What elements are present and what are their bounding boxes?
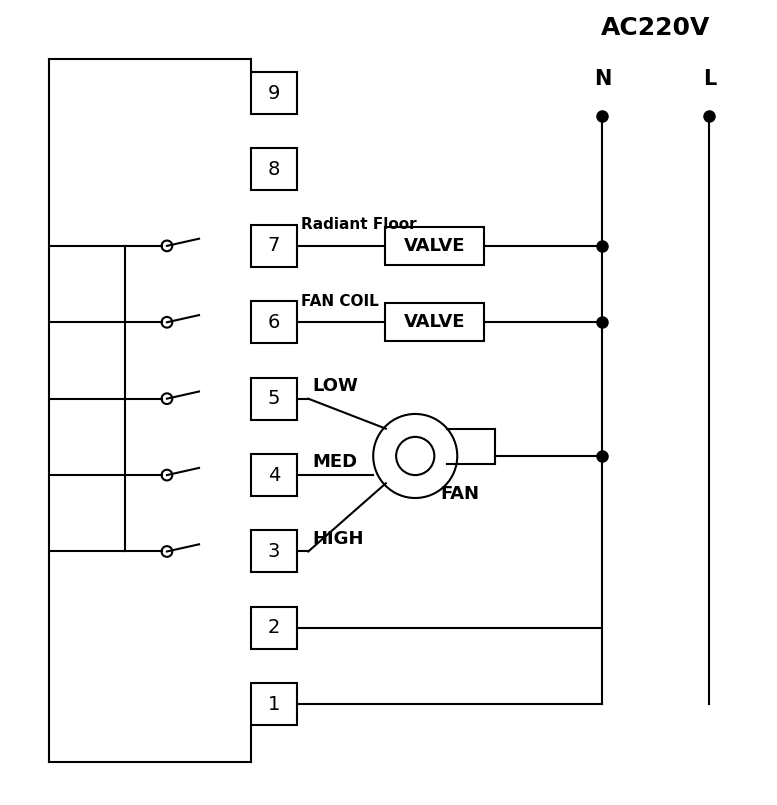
Bar [251, 148, 297, 191]
Text: 7: 7 [268, 237, 280, 255]
Bar [251, 454, 297, 496]
Text: VALVE: VALVE [403, 313, 465, 332]
Text: N: N [594, 69, 611, 89]
Text: LOW: LOW [312, 377, 358, 395]
Text: HIGH: HIGH [312, 530, 364, 547]
Text: FAN: FAN [441, 485, 479, 503]
Bar [251, 301, 297, 343]
Bar [251, 607, 297, 649]
Text: Radiant Floor: Radiant Floor [301, 217, 416, 232]
Bar [385, 303, 484, 341]
Text: 2: 2 [268, 618, 280, 638]
Bar [251, 683, 297, 725]
Text: 5: 5 [267, 389, 280, 408]
Text: MED: MED [312, 453, 357, 471]
Text: 3: 3 [268, 542, 280, 561]
Bar [251, 530, 297, 572]
Text: FAN COIL: FAN COIL [301, 294, 378, 308]
Text: L: L [702, 69, 716, 89]
Text: 4: 4 [268, 465, 280, 485]
Text: 1: 1 [268, 695, 280, 714]
Text: 6: 6 [268, 313, 280, 332]
Bar [251, 225, 297, 267]
Bar [251, 378, 297, 419]
Bar [385, 227, 484, 265]
Bar [251, 72, 297, 114]
Text: 9: 9 [268, 84, 280, 102]
Text: VALVE: VALVE [403, 237, 465, 255]
Text: 8: 8 [268, 160, 280, 179]
Text: AC220V: AC220V [601, 15, 711, 39]
